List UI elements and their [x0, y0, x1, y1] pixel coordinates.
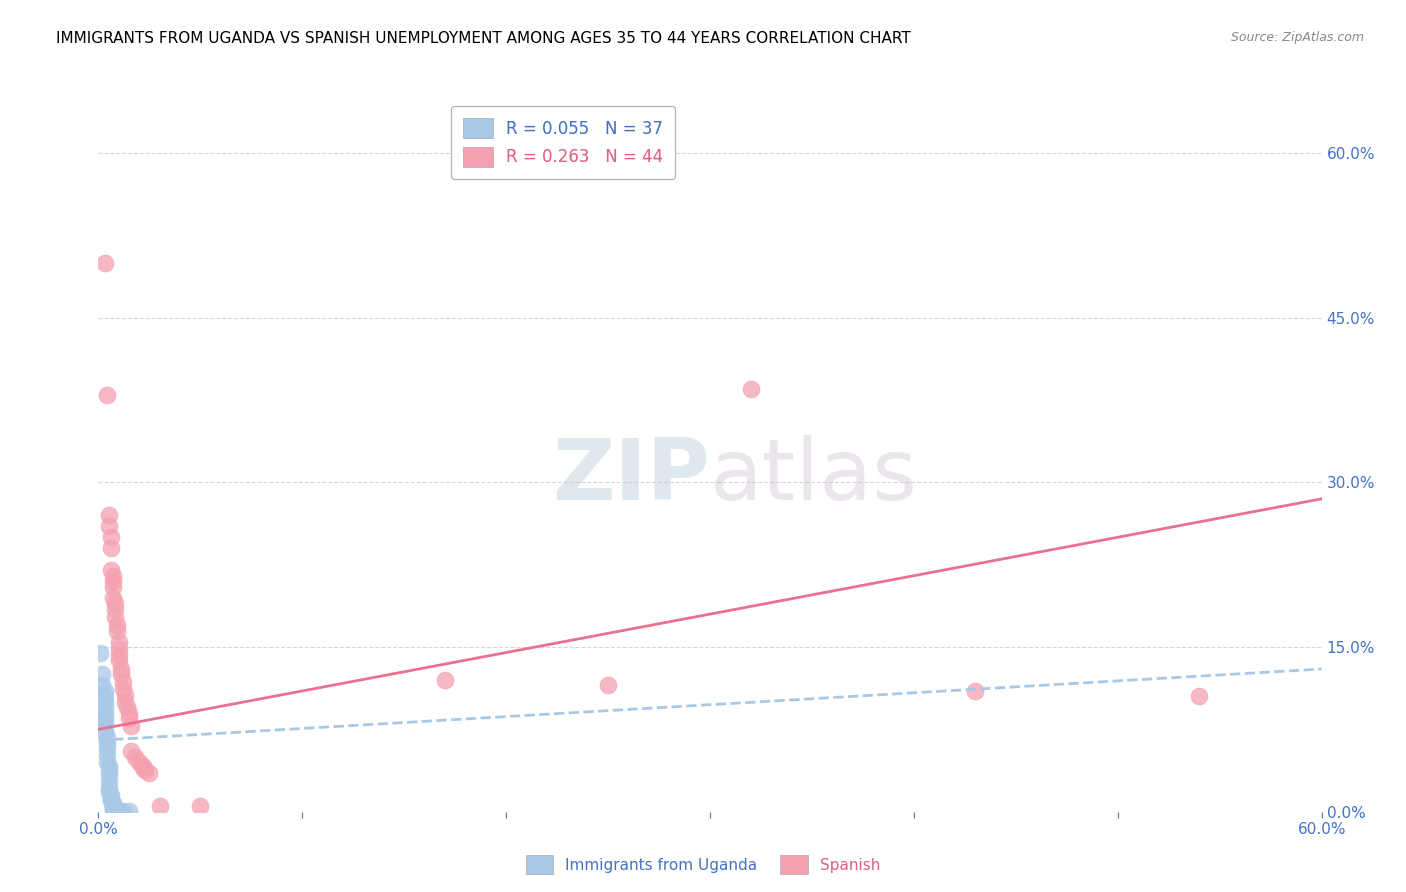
Point [1188, 690, 1211, 704]
Point [93, 695, 115, 709]
Point [111, 804, 134, 818]
Point [108, 648, 131, 662]
Point [97, 774, 120, 789]
Point [111, 675, 134, 690]
Point [96, 730, 118, 744]
Point [108, 804, 131, 818]
Point [91, 678, 114, 692]
Point [110, 662, 132, 676]
Point [100, 530, 122, 544]
Point [104, 596, 127, 610]
Point [100, 541, 122, 556]
Point [93, 724, 115, 739]
Point [101, 798, 124, 813]
Point [100, 563, 122, 577]
Text: Source: ZipAtlas.com: Source: ZipAtlas.com [1230, 31, 1364, 45]
Text: IMMIGRANTS FROM UGANDA VS SPANISH UNEMPLOYMENT AMONG AGES 35 TO 44 YEARS CORRELA: IMMIGRANTS FROM UGANDA VS SPANISH UNEMPL… [56, 31, 911, 46]
Point [111, 681, 134, 696]
Point [104, 804, 127, 818]
Point [118, 706, 141, 720]
Point [114, 689, 136, 703]
Legend: Immigrants from Uganda, Spanish: Immigrants from Uganda, Spanish [519, 849, 887, 880]
Point [93, 700, 115, 714]
Point [110, 667, 132, 681]
Point [101, 591, 124, 605]
Point [120, 744, 142, 758]
Point [93, 706, 115, 720]
Point [598, 678, 620, 692]
Point [96, 735, 118, 749]
Point [134, 763, 156, 777]
Point [105, 618, 128, 632]
Point [120, 719, 142, 733]
Point [105, 624, 128, 638]
Point [132, 761, 155, 775]
Point [96, 387, 118, 401]
Point [96, 756, 118, 770]
Point [101, 801, 124, 815]
Point [115, 700, 138, 714]
Point [97, 763, 120, 777]
Point [93, 719, 115, 733]
Point [188, 799, 212, 814]
Point [149, 799, 172, 814]
Point [97, 508, 120, 523]
Point [108, 642, 131, 657]
Point [104, 803, 127, 817]
Point [108, 634, 131, 648]
Point [100, 794, 122, 808]
Point [93, 690, 115, 704]
Point [93, 684, 115, 698]
Point [93, 714, 115, 729]
Point [97, 780, 120, 795]
Point [101, 580, 124, 594]
Point [91, 667, 114, 681]
Point [101, 568, 124, 582]
Point [114, 695, 136, 709]
Point [100, 791, 122, 805]
Point [105, 804, 128, 818]
Point [118, 711, 141, 725]
Point [104, 610, 127, 624]
Point [124, 749, 146, 764]
Point [101, 803, 124, 817]
Text: atlas: atlas [710, 434, 918, 518]
Point [93, 711, 115, 725]
Point [97, 768, 120, 782]
Point [96, 741, 118, 756]
Point [965, 684, 987, 698]
Text: ZIP: ZIP [553, 434, 710, 518]
Point [97, 785, 120, 799]
Point [100, 789, 122, 803]
Point [101, 796, 124, 810]
Point [434, 673, 457, 687]
Point [101, 574, 124, 589]
Point [89, 646, 111, 660]
Point [93, 256, 115, 270]
Point [740, 382, 762, 396]
Point [97, 519, 120, 533]
Point [132, 758, 155, 772]
Point [118, 804, 141, 818]
Point [128, 756, 150, 770]
Point [138, 766, 160, 780]
Point [96, 747, 118, 762]
Point [97, 758, 120, 772]
Legend: R = 0.055   N = 37, R = 0.263   N = 44: R = 0.055 N = 37, R = 0.263 N = 44 [451, 106, 675, 178]
Point [101, 800, 124, 814]
Point [108, 653, 131, 667]
Point [104, 601, 127, 615]
